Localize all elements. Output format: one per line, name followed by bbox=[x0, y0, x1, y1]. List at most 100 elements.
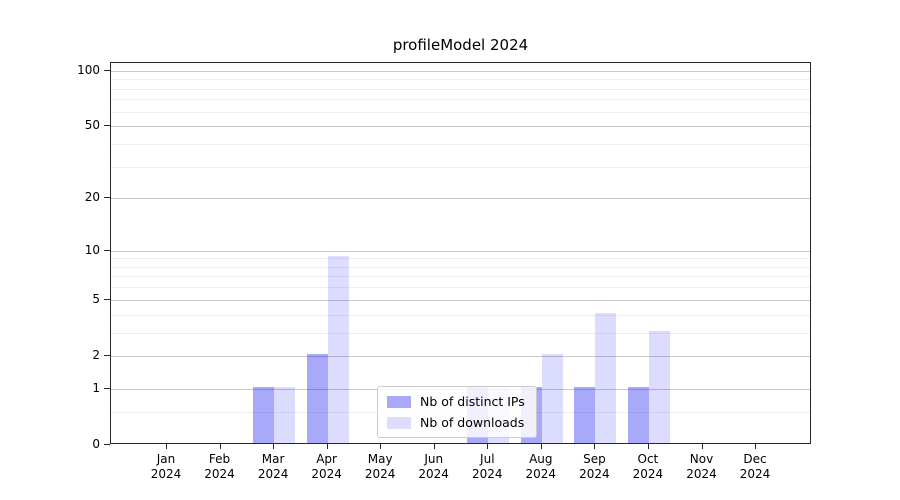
bar-downloads-oct bbox=[648, 330, 670, 443]
x-tick-mark bbox=[273, 444, 275, 449]
x-tick-year: 2024 bbox=[579, 467, 610, 481]
x-tick-year: 2024 bbox=[418, 467, 449, 481]
x-tick-label: Oct 2024 bbox=[613, 452, 683, 482]
legend-item-label: Nb of downloads bbox=[420, 415, 525, 430]
bar-downloads-aug bbox=[541, 353, 563, 443]
x-tick-mark bbox=[755, 444, 756, 449]
gridline-minor bbox=[111, 287, 810, 289]
x-tick-year: 2024 bbox=[150, 467, 182, 481]
bar-ips-mar bbox=[253, 386, 275, 443]
x-tick-month: Dec bbox=[743, 452, 767, 466]
y-tick-label: 10 bbox=[84, 242, 100, 257]
y-tick-label: 50 bbox=[84, 118, 100, 133]
gridline-minor bbox=[111, 314, 810, 316]
x-tick-mark bbox=[540, 444, 542, 449]
x-tick-label: Mar 2024 bbox=[238, 452, 308, 482]
gridline-major bbox=[111, 250, 810, 252]
gridline-major bbox=[111, 126, 810, 128]
legend-item-label: Nb of distinct IPs bbox=[420, 394, 525, 409]
y-tick-mark bbox=[104, 354, 110, 356]
gridline-major bbox=[111, 355, 810, 357]
x-tick-month: Jun bbox=[424, 452, 444, 466]
x-tick-label: Dec 2024 bbox=[720, 452, 790, 482]
x-tick-year: 2024 bbox=[739, 467, 771, 481]
x-tick-year: 2024 bbox=[311, 467, 342, 481]
x-tick-month: Oct bbox=[637, 452, 659, 466]
x-tick-mark bbox=[166, 444, 167, 449]
x-tick-mark bbox=[487, 444, 489, 449]
x-tick-mark bbox=[647, 444, 649, 449]
x-tick-mark bbox=[326, 444, 328, 449]
y-tick-mark bbox=[104, 298, 110, 300]
y-tick-mark bbox=[104, 197, 110, 199]
x-tick-label: Feb 2024 bbox=[185, 452, 255, 482]
bar-downloads-sep bbox=[595, 312, 617, 443]
x-tick-month: Mar bbox=[261, 452, 285, 466]
gridline-minor bbox=[111, 266, 810, 268]
x-tick-month: Apr bbox=[316, 452, 337, 466]
legend-swatch-downloads bbox=[387, 416, 411, 429]
gridline-minor bbox=[111, 143, 810, 145]
y-tick-mark bbox=[104, 69, 110, 71]
gridline-minor bbox=[111, 276, 810, 278]
y-tick-label: 0 bbox=[92, 437, 100, 451]
y-tick-label: 100 bbox=[77, 62, 100, 77]
legend-item: Nb of distinct IPs bbox=[387, 394, 525, 409]
bar-downloads-mar bbox=[274, 386, 296, 443]
x-tick-month: Sep bbox=[583, 452, 606, 466]
y-tick-label: 1 bbox=[92, 380, 100, 395]
x-tick-year: 2024 bbox=[364, 467, 396, 481]
x-tick-label: Jul 2024 bbox=[452, 452, 522, 482]
y-tick-mark bbox=[104, 387, 110, 389]
x-tick-year: 2024 bbox=[472, 467, 503, 481]
legend-swatch-distinct-ips bbox=[387, 395, 411, 408]
gridline-minor bbox=[111, 88, 810, 90]
x-tick-mark bbox=[380, 444, 382, 449]
y-tick-mark bbox=[104, 444, 110, 445]
gridline-minor bbox=[111, 166, 810, 168]
x-tick-month: Jan bbox=[156, 452, 176, 466]
bar-ips-apr bbox=[306, 353, 328, 443]
x-tick-year: 2024 bbox=[632, 467, 664, 481]
x-tick-mark bbox=[219, 444, 221, 449]
bar-downloads-apr bbox=[327, 256, 349, 443]
x-tick-mark bbox=[433, 444, 435, 449]
y-tick-mark bbox=[104, 249, 110, 251]
gridline-major bbox=[111, 299, 810, 301]
x-tick-month: May bbox=[367, 452, 393, 466]
x-tick-month: Jul bbox=[480, 452, 495, 466]
x-tick-year: 2024 bbox=[525, 467, 557, 481]
y-tick-label: 2 bbox=[92, 347, 100, 362]
gridline-minor bbox=[111, 258, 810, 260]
x-tick-year: 2024 bbox=[686, 467, 717, 481]
x-tick-label: Aug 2024 bbox=[506, 452, 576, 482]
chart-title: profileModel 2024 bbox=[392, 36, 529, 54]
bar-ips-sep bbox=[574, 386, 596, 443]
x-tick-year: 2024 bbox=[257, 467, 289, 481]
x-tick-mark bbox=[594, 444, 596, 449]
gridline-major bbox=[111, 70, 810, 72]
y-tick-label: 5 bbox=[92, 291, 100, 306]
x-tick-label: Nov 2024 bbox=[667, 452, 737, 482]
legend-item: Nb of downloads bbox=[387, 415, 525, 430]
x-tick-label: May 2024 bbox=[345, 452, 415, 482]
x-tick-label: Jun 2024 bbox=[399, 452, 469, 482]
bar-ips-oct bbox=[627, 386, 649, 443]
gridline-minor bbox=[111, 111, 810, 113]
gridline-major bbox=[111, 198, 810, 200]
gridline-minor bbox=[111, 79, 810, 81]
x-tick-label: Sep 2024 bbox=[559, 452, 629, 482]
x-tick-label: Apr 2024 bbox=[292, 452, 362, 482]
x-tick-month: Feb bbox=[208, 452, 231, 466]
plot-area: Nb of distinct IPs Nb of downloads bbox=[110, 62, 811, 444]
x-tick-month: Aug bbox=[529, 452, 553, 466]
x-tick-year: 2024 bbox=[204, 467, 235, 481]
y-tick-mark bbox=[104, 125, 110, 127]
gridline-minor bbox=[111, 332, 810, 334]
y-tick-label: 20 bbox=[84, 190, 100, 205]
x-tick-mark bbox=[701, 444, 703, 449]
legend: Nb of distinct IPs Nb of downloads bbox=[377, 386, 537, 438]
x-tick-month: Nov bbox=[689, 452, 714, 466]
gridline-minor bbox=[111, 99, 810, 101]
